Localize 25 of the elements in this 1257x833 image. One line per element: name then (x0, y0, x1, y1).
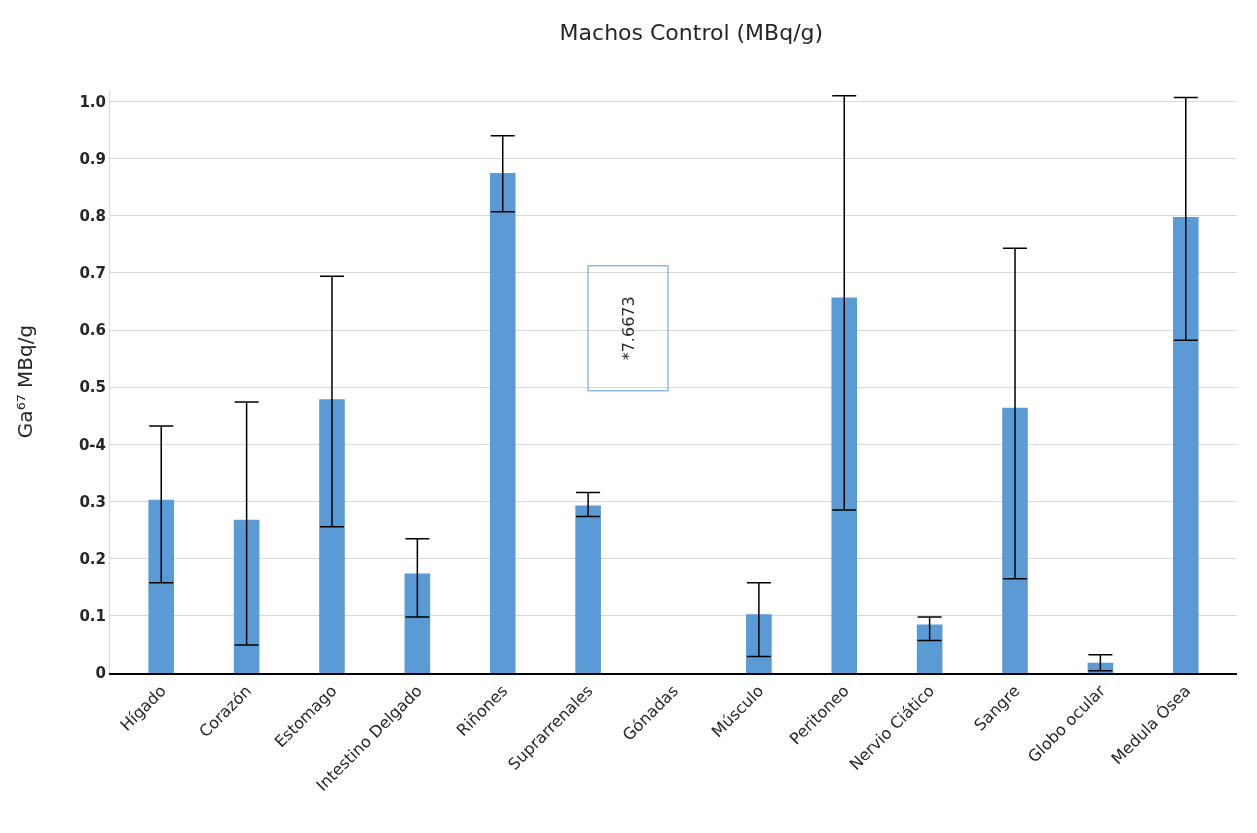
bar (575, 505, 601, 673)
y-axis-title: Ga⁶⁷ MBq/g (13, 324, 38, 439)
bar (746, 614, 772, 673)
bar (489, 172, 516, 673)
bar (404, 573, 431, 673)
chart-title: Machos Control (MBq/g) (559, 20, 824, 46)
bar (916, 624, 943, 673)
bar (1172, 216, 1199, 673)
y-tick-label: 0.3 (79, 492, 106, 511)
bar (831, 297, 858, 673)
y-tick-label: 0.8 (79, 207, 106, 225)
y-tick-label: 0-4 (78, 435, 106, 454)
y-tick-label: 0.7 (79, 264, 106, 283)
bar (233, 519, 260, 673)
bar (319, 399, 345, 673)
y-tick-label: 0.2 (79, 549, 106, 568)
y-tick-label: 0.9 (79, 149, 106, 168)
y-tick-label: 0.6 (79, 321, 106, 340)
y-tick-label: 0 (95, 664, 106, 683)
y-tick-label: 0.5 (79, 378, 106, 397)
y-tick-label: 0.1 (79, 607, 106, 626)
annotation: *7.6673 (618, 296, 638, 361)
bar (148, 499, 175, 673)
bar (1002, 407, 1028, 673)
y-tick-label: 1.0 (79, 92, 106, 111)
